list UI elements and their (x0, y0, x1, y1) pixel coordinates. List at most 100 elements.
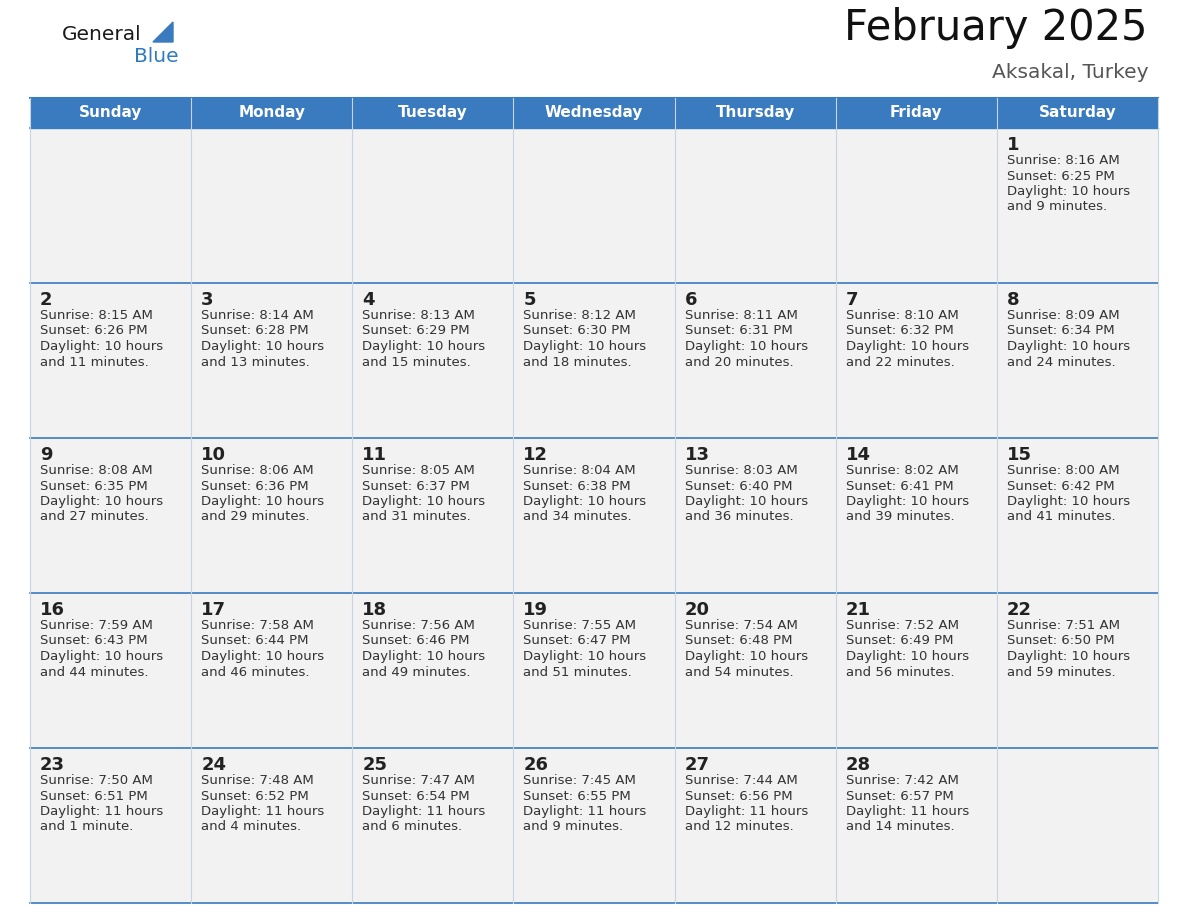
Text: Sunday: Sunday (78, 106, 143, 120)
Bar (835, 438, 997, 593)
Text: Sunset: 6:28 PM: Sunset: 6:28 PM (201, 324, 309, 338)
Text: Sunrise: 7:47 AM: Sunrise: 7:47 AM (362, 774, 475, 787)
Bar (30, 283, 191, 438)
Text: and 56 minutes.: and 56 minutes. (846, 666, 954, 678)
Text: Daylight: 10 hours: Daylight: 10 hours (524, 650, 646, 663)
Polygon shape (153, 22, 173, 42)
Text: Sunset: 6:36 PM: Sunset: 6:36 PM (201, 479, 309, 492)
Text: Sunrise: 7:42 AM: Sunrise: 7:42 AM (846, 774, 959, 787)
Text: Sunrise: 7:44 AM: Sunrise: 7:44 AM (684, 774, 797, 787)
Text: Sunset: 6:35 PM: Sunset: 6:35 PM (40, 479, 147, 492)
Bar (353, 593, 513, 748)
Text: Sunset: 6:50 PM: Sunset: 6:50 PM (1007, 634, 1114, 647)
Text: Daylight: 10 hours: Daylight: 10 hours (846, 340, 969, 353)
Text: Sunrise: 7:50 AM: Sunrise: 7:50 AM (40, 774, 153, 787)
Text: 3: 3 (201, 291, 214, 309)
Text: Thursday: Thursday (715, 106, 795, 120)
Text: 5: 5 (524, 291, 536, 309)
Text: Daylight: 11 hours: Daylight: 11 hours (362, 805, 486, 818)
Text: 22: 22 (1007, 601, 1032, 619)
Text: Sunset: 6:44 PM: Sunset: 6:44 PM (201, 634, 309, 647)
Text: and 54 minutes.: and 54 minutes. (684, 666, 794, 678)
Bar (835, 748, 997, 903)
Text: Sunset: 6:32 PM: Sunset: 6:32 PM (846, 324, 954, 338)
Bar (191, 438, 353, 593)
Text: Sunrise: 8:16 AM: Sunrise: 8:16 AM (1007, 154, 1119, 167)
Bar (675, 128, 835, 283)
Text: and 12 minutes.: and 12 minutes. (684, 821, 794, 834)
Text: Sunset: 6:55 PM: Sunset: 6:55 PM (524, 789, 631, 802)
Text: Blue: Blue (134, 47, 178, 66)
Text: and 1 minute.: and 1 minute. (40, 821, 133, 834)
Text: and 9 minutes.: and 9 minutes. (1007, 200, 1107, 214)
Bar (353, 283, 513, 438)
Text: and 15 minutes.: and 15 minutes. (362, 355, 470, 368)
Text: and 51 minutes.: and 51 minutes. (524, 666, 632, 678)
Text: Sunset: 6:31 PM: Sunset: 6:31 PM (684, 324, 792, 338)
Text: Sunset: 6:49 PM: Sunset: 6:49 PM (846, 634, 953, 647)
Text: and 13 minutes.: and 13 minutes. (201, 355, 310, 368)
Bar (30, 748, 191, 903)
Text: and 24 minutes.: and 24 minutes. (1007, 355, 1116, 368)
Text: 12: 12 (524, 446, 549, 464)
Text: Sunrise: 8:15 AM: Sunrise: 8:15 AM (40, 309, 153, 322)
Text: and 49 minutes.: and 49 minutes. (362, 666, 470, 678)
Text: Daylight: 10 hours: Daylight: 10 hours (684, 650, 808, 663)
Bar (675, 748, 835, 903)
Text: Sunrise: 8:08 AM: Sunrise: 8:08 AM (40, 464, 152, 477)
Text: Sunrise: 8:02 AM: Sunrise: 8:02 AM (846, 464, 959, 477)
Text: Daylight: 10 hours: Daylight: 10 hours (201, 495, 324, 508)
Bar (513, 438, 675, 593)
Text: 19: 19 (524, 601, 549, 619)
Text: and 44 minutes.: and 44 minutes. (40, 666, 148, 678)
Text: Sunset: 6:42 PM: Sunset: 6:42 PM (1007, 479, 1114, 492)
Bar (513, 128, 675, 283)
Text: and 36 minutes.: and 36 minutes. (684, 510, 794, 523)
Bar (997, 438, 1158, 593)
Text: 27: 27 (684, 756, 709, 774)
Text: Sunrise: 7:54 AM: Sunrise: 7:54 AM (684, 619, 797, 632)
Text: Daylight: 10 hours: Daylight: 10 hours (362, 495, 486, 508)
Text: Daylight: 11 hours: Daylight: 11 hours (846, 805, 969, 818)
Bar (191, 748, 353, 903)
Text: Sunrise: 7:59 AM: Sunrise: 7:59 AM (40, 619, 153, 632)
Text: 10: 10 (201, 446, 226, 464)
Text: 26: 26 (524, 756, 549, 774)
Bar (835, 128, 997, 283)
Text: and 14 minutes.: and 14 minutes. (846, 821, 954, 834)
Text: Sunset: 6:57 PM: Sunset: 6:57 PM (846, 789, 954, 802)
Text: 23: 23 (40, 756, 65, 774)
Text: and 39 minutes.: and 39 minutes. (846, 510, 954, 523)
Bar (30, 438, 191, 593)
Text: 28: 28 (846, 756, 871, 774)
Text: Sunrise: 8:04 AM: Sunrise: 8:04 AM (524, 464, 636, 477)
Text: Daylight: 10 hours: Daylight: 10 hours (1007, 495, 1130, 508)
Text: Sunset: 6:51 PM: Sunset: 6:51 PM (40, 789, 147, 802)
Text: and 6 minutes.: and 6 minutes. (362, 821, 462, 834)
Text: Sunrise: 8:03 AM: Sunrise: 8:03 AM (684, 464, 797, 477)
Text: 11: 11 (362, 446, 387, 464)
Bar (513, 748, 675, 903)
Text: 16: 16 (40, 601, 65, 619)
Text: Sunrise: 8:09 AM: Sunrise: 8:09 AM (1007, 309, 1119, 322)
Text: Daylight: 10 hours: Daylight: 10 hours (846, 495, 969, 508)
Text: 8: 8 (1007, 291, 1019, 309)
Text: 9: 9 (40, 446, 52, 464)
Text: Daylight: 10 hours: Daylight: 10 hours (1007, 650, 1130, 663)
Text: Sunrise: 7:58 AM: Sunrise: 7:58 AM (201, 619, 314, 632)
Text: Sunrise: 8:05 AM: Sunrise: 8:05 AM (362, 464, 475, 477)
Bar (675, 283, 835, 438)
Text: 7: 7 (846, 291, 858, 309)
Text: Daylight: 10 hours: Daylight: 10 hours (1007, 185, 1130, 198)
Text: Daylight: 11 hours: Daylight: 11 hours (40, 805, 163, 818)
Text: Sunset: 6:46 PM: Sunset: 6:46 PM (362, 634, 469, 647)
Text: Daylight: 11 hours: Daylight: 11 hours (201, 805, 324, 818)
Text: and 59 minutes.: and 59 minutes. (1007, 666, 1116, 678)
Bar (30, 593, 191, 748)
Text: Aksakal, Turkey: Aksakal, Turkey (992, 63, 1148, 82)
Text: Sunrise: 8:14 AM: Sunrise: 8:14 AM (201, 309, 314, 322)
Text: Saturday: Saturday (1038, 106, 1117, 120)
Text: Daylight: 10 hours: Daylight: 10 hours (40, 495, 163, 508)
Text: Sunrise: 8:06 AM: Sunrise: 8:06 AM (201, 464, 314, 477)
Text: Daylight: 10 hours: Daylight: 10 hours (40, 340, 163, 353)
